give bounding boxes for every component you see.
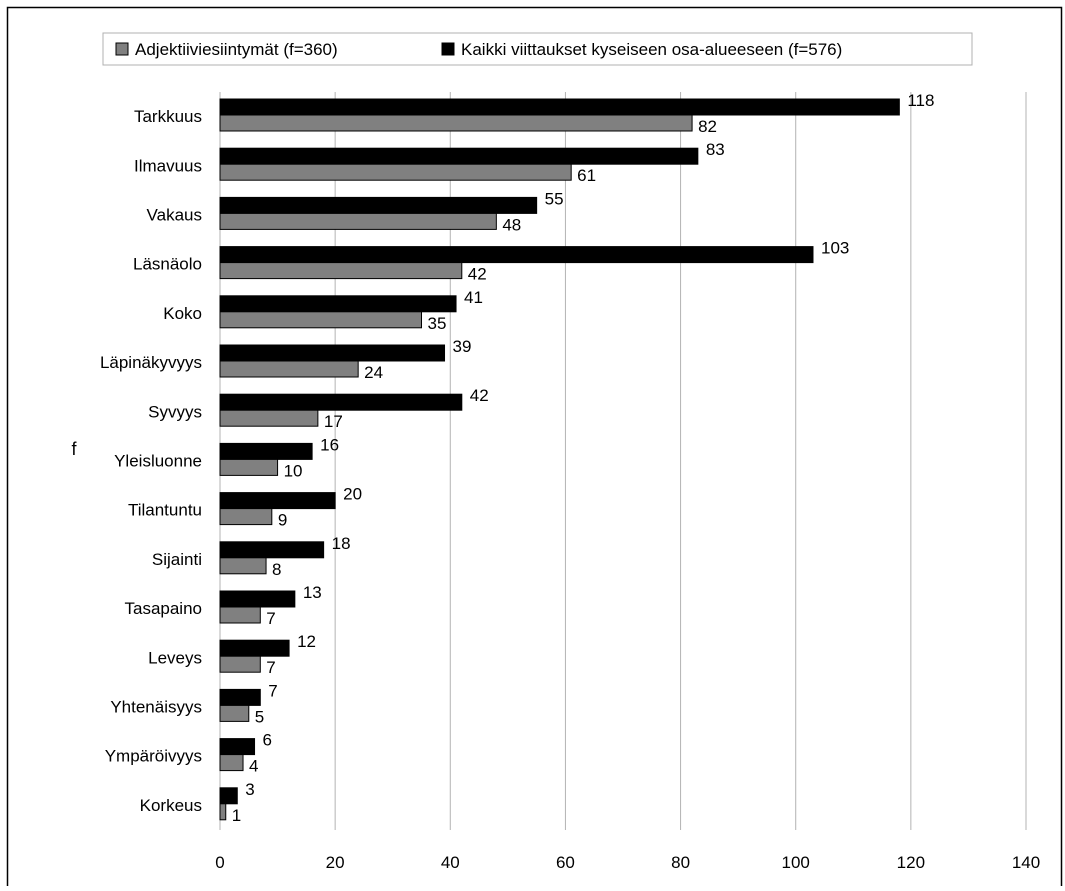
legend-label-0: Adjektiiviesiintymät (f=360) <box>135 40 338 59</box>
category-label-ilmavuus: Ilmavuus <box>134 156 202 175</box>
category-label-ymparoivyys: Ympäröivyys <box>105 747 202 766</box>
x-tick-label-140: 140 <box>1012 853 1040 872</box>
x-tick-label-20: 20 <box>326 853 345 872</box>
x-tick-label-40: 40 <box>441 853 460 872</box>
data-label-adjective-occurrences-lasnaolo: 42 <box>468 265 487 284</box>
data-label-all-references-yhtenaisyys: 7 <box>268 681 277 700</box>
data-label-adjective-occurrences-vakaus: 48 <box>502 215 521 234</box>
bar-all-references-korkeus <box>219 787 238 805</box>
data-label-all-references-syvyys: 42 <box>470 386 489 405</box>
data-label-adjective-occurrences-yhtenaisyys: 5 <box>255 707 264 726</box>
category-label-syvyys: Syvyys <box>148 402 202 421</box>
bar-adjective-occurrences-tilantuntu <box>219 508 273 526</box>
category-label-koko: Koko <box>163 304 202 323</box>
y-axis-label: f <box>71 439 77 459</box>
category-label-yleisluonne: Yleisluonne <box>114 451 202 470</box>
category-label-yhtenaisyys: Yhtenäisyys <box>110 697 202 716</box>
bar-all-references-ymparoivyys <box>219 738 256 756</box>
bar-all-references-vakaus <box>219 196 538 214</box>
bar-adjective-occurrences-lapinakyvyys <box>219 360 359 378</box>
data-label-all-references-tarkkuus: 118 <box>907 91 934 110</box>
bar-all-references-syvyys <box>219 393 463 411</box>
data-label-all-references-yleisluonne: 16 <box>320 435 339 454</box>
bar-adjective-occurrences-korkeus <box>219 803 227 821</box>
category-labels: Tarkkuus Ilmavuus Vakaus Läsnäolo Koko Läpinä… <box>100 107 202 815</box>
data-label-all-references-tilantuntu: 20 <box>343 485 362 504</box>
data-label-adjective-occurrences-koko: 35 <box>428 314 447 333</box>
data-label-adjective-occurrences-lapinakyvyys: 24 <box>364 363 383 382</box>
legend-swatch-1 <box>441 42 455 56</box>
bar-adjective-occurrences-sijainti <box>219 557 267 575</box>
bar-adjective-occurrences-syvyys <box>219 409 319 427</box>
category-label-tarkkuus: Tarkkuus <box>134 107 202 126</box>
data-label-all-references-vakaus: 55 <box>545 189 564 208</box>
data-label-adjective-occurrences-yleisluonne: 10 <box>284 461 303 480</box>
data-label-all-references-lapinakyvyys: 39 <box>453 337 472 356</box>
category-label-vakaus: Vakaus <box>147 205 202 224</box>
x-tick-label-0: 0 <box>215 853 224 872</box>
data-label-adjective-occurrences-korkeus: 1 <box>232 806 241 825</box>
bar-adjective-occurrences-vakaus <box>219 212 497 230</box>
bar-all-references-leveys <box>219 639 290 657</box>
bar-adjective-occurrences-tasapaino <box>219 606 261 624</box>
x-tick-label-120: 120 <box>897 853 925 872</box>
data-label-all-references-leveys: 12 <box>297 632 316 651</box>
data-label-all-references-koko: 41 <box>464 288 483 307</box>
bar-all-references-ilmavuus <box>219 147 699 165</box>
data-label-adjective-occurrences-sijainti: 8 <box>272 560 281 579</box>
bar-all-references-yleisluonne <box>219 442 313 460</box>
legend-swatch-0 <box>115 42 129 56</box>
x-tick-label-80: 80 <box>671 853 690 872</box>
data-label-all-references-ymparoivyys: 6 <box>263 731 272 750</box>
data-label-adjective-occurrences-tilantuntu: 9 <box>278 511 287 530</box>
bar-all-references-sijainti <box>219 541 325 559</box>
bar-all-references-koko <box>219 295 457 313</box>
bar-adjective-occurrences-tarkkuus <box>219 114 693 132</box>
x-tick-labels: 0 20 40 60 80 100 120 140 <box>215 853 1040 872</box>
bars <box>219 98 900 821</box>
category-label-tilantuntu: Tilantuntu <box>128 501 202 520</box>
data-label-all-references-sijainti: 18 <box>332 534 351 553</box>
bar-all-references-lasnaolo <box>219 246 814 264</box>
data-labels: 1188283615548103424135392442171610209188… <box>232 91 935 825</box>
data-label-adjective-occurrences-tasapaino: 7 <box>266 609 275 628</box>
data-label-adjective-occurrences-ymparoivyys: 4 <box>249 757 258 776</box>
bar-all-references-yhtenaisyys <box>219 688 261 706</box>
category-label-korkeus: Korkeus <box>140 796 202 815</box>
bar-adjective-occurrences-koko <box>219 311 422 329</box>
bar-adjective-occurrences-ilmavuus <box>219 163 572 181</box>
data-label-adjective-occurrences-leveys: 7 <box>266 658 275 677</box>
bar-adjective-occurrences-lasnaolo <box>219 262 463 280</box>
category-label-sijainti: Sijainti <box>152 550 202 569</box>
data-label-adjective-occurrences-tarkkuus: 82 <box>698 117 717 136</box>
bar-all-references-tilantuntu <box>219 492 336 510</box>
data-label-adjective-occurrences-ilmavuus: 61 <box>577 166 596 185</box>
category-label-tasapaino: Tasapaino <box>124 599 202 618</box>
bar-all-references-tarkkuus <box>219 98 900 116</box>
data-label-all-references-korkeus: 3 <box>245 780 254 799</box>
x-tick-label-60: 60 <box>556 853 575 872</box>
bar-all-references-lapinakyvyys <box>219 344 446 362</box>
legend-label-1: Kaikki viittaukset kyseiseen osa-alueese… <box>461 40 842 59</box>
data-label-all-references-tasapaino: 13 <box>303 583 322 602</box>
category-label-leveys: Leveys <box>148 648 202 667</box>
bar-adjective-occurrences-yleisluonne <box>219 458 279 476</box>
legend: Adjektiiviesiintymät (f=360) Kaikki viitt… <box>102 32 973 66</box>
bar-adjective-occurrences-yhtenaisyys <box>219 704 250 722</box>
data-label-all-references-ilmavuus: 83 <box>706 140 725 159</box>
legend-box <box>102 32 973 66</box>
bar-all-references-tasapaino <box>219 590 296 608</box>
x-tick-label-100: 100 <box>782 853 810 872</box>
bar-adjective-occurrences-leveys <box>219 655 261 673</box>
data-label-all-references-lasnaolo: 103 <box>821 239 849 258</box>
bar-adjective-occurrences-ymparoivyys <box>219 754 244 772</box>
category-label-lapinakyvyys: Läpinäkyvyys <box>100 353 202 372</box>
category-label-lasnaolo: Läsnäolo <box>133 255 202 274</box>
data-label-adjective-occurrences-syvyys: 17 <box>324 412 343 431</box>
